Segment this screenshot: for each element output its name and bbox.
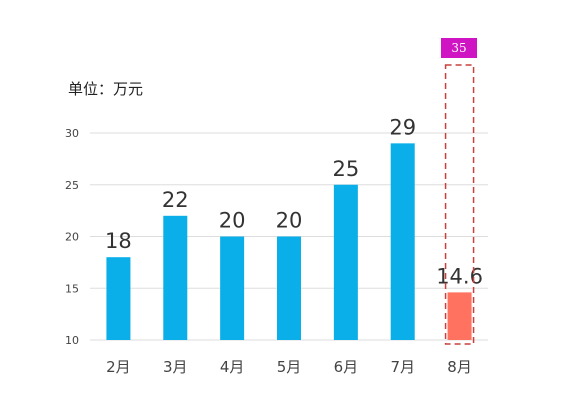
x-tick-label: 3月 bbox=[163, 358, 188, 376]
bar bbox=[106, 257, 131, 340]
bar bbox=[333, 184, 358, 340]
bar bbox=[163, 215, 188, 340]
bar-value-label: 20 bbox=[276, 209, 303, 233]
x-tick-label: 6月 bbox=[334, 358, 359, 376]
bar bbox=[390, 143, 415, 340]
x-tick-label: 4月 bbox=[220, 358, 245, 376]
bar-value-label: 25 bbox=[332, 157, 359, 181]
x-tick-label: 7月 bbox=[390, 358, 415, 376]
bar-value-label: 29 bbox=[389, 115, 416, 139]
bar-value-label: 22 bbox=[162, 188, 189, 212]
bar-value-label: 14.6 bbox=[436, 264, 483, 288]
bar-value-label: 18 bbox=[105, 229, 132, 253]
y-tick-label: 30 bbox=[65, 127, 79, 140]
target-outline bbox=[444, 64, 475, 345]
y-tick-label: 20 bbox=[65, 231, 79, 244]
x-tick-label: 8月 bbox=[447, 358, 472, 376]
x-tick-label: 2月 bbox=[106, 358, 131, 376]
y-tick-label: 10 bbox=[65, 334, 79, 347]
bar-value-label: 20 bbox=[219, 209, 246, 233]
unit-label: 单位：万元 bbox=[68, 80, 144, 98]
x-tick-label: 5月 bbox=[277, 358, 302, 376]
bar bbox=[277, 236, 301, 340]
y-tick-label: 25 bbox=[65, 179, 79, 192]
target-badge: 35 bbox=[441, 38, 477, 58]
bar-highlight bbox=[447, 292, 472, 340]
bar bbox=[220, 236, 245, 340]
y-tick-label: 15 bbox=[65, 282, 79, 295]
